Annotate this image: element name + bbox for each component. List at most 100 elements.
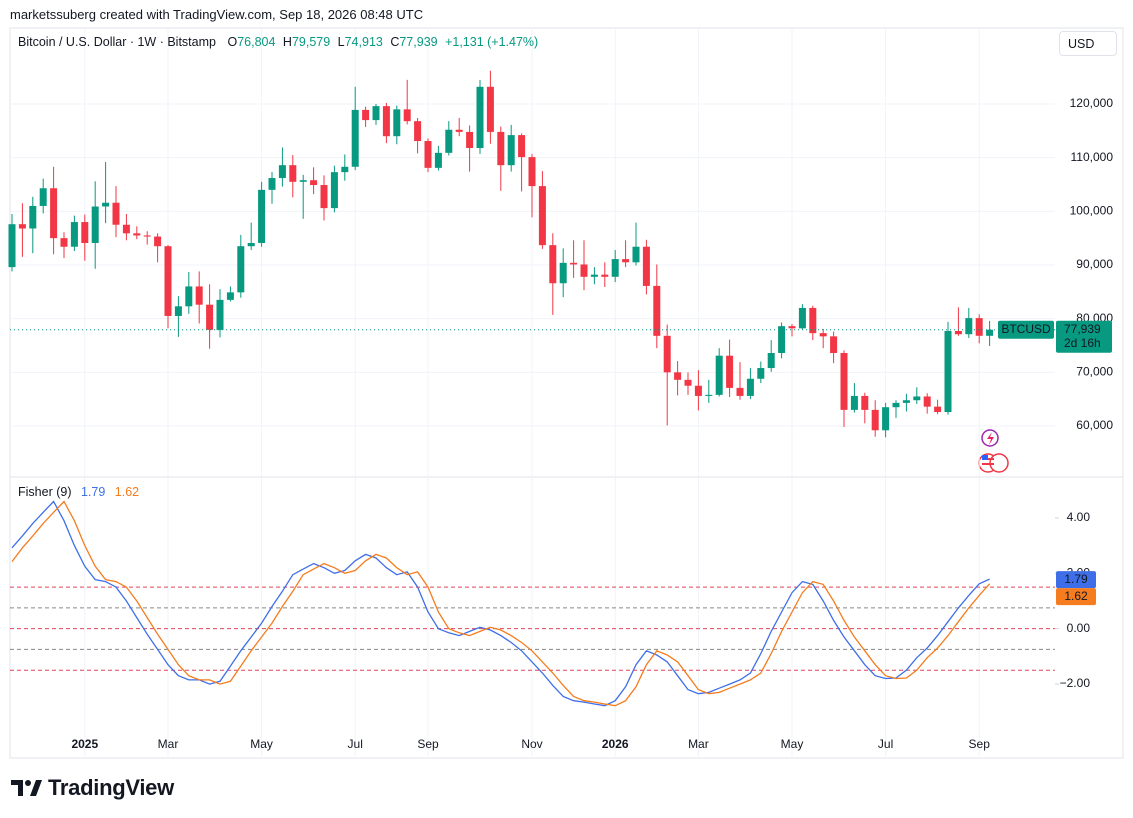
candle-body: [330, 172, 338, 209]
candle-body: [871, 409, 879, 431]
candle-body: [663, 335, 671, 373]
x-tick-label: Jul: [878, 737, 893, 751]
y-tick-label: 4.00: [1067, 510, 1091, 524]
candle-body: [206, 304, 214, 330]
candle-body: [715, 355, 723, 395]
candle-body: [70, 222, 78, 247]
candle-body: [726, 355, 734, 388]
countdown-label: 2d 16h: [1064, 336, 1101, 350]
y-tick-label: 100,000: [1070, 203, 1114, 217]
value-tag: [1056, 571, 1096, 589]
symbol-legend: Bitcoin / U.S. Dollar · 1W · Bitstamp O7…: [18, 35, 542, 49]
candle-body: [892, 402, 900, 408]
candle-body: [611, 259, 619, 277]
candle-body: [18, 224, 26, 229]
attribution: marketssuberg created with TradingView.c…: [10, 7, 424, 22]
candle-body: [341, 166, 349, 173]
candle-body: [632, 246, 640, 263]
candle-body: [819, 333, 827, 337]
candle-body: [185, 286, 193, 307]
candle-body: [102, 202, 110, 207]
x-tick-label: Jul: [348, 737, 363, 751]
candle-body: [809, 307, 817, 334]
candle-body: [736, 387, 744, 396]
candle-body: [154, 236, 162, 247]
candle-body: [528, 157, 536, 187]
candle-body: [746, 378, 754, 396]
logo-shape: [25, 780, 31, 786]
indicator-title: Fisher (9): [18, 485, 72, 499]
candle-body: [216, 299, 224, 330]
candle-body: [580, 264, 588, 277]
candle-body: [570, 262, 578, 265]
candle-body: [278, 165, 286, 179]
candle-body: [289, 165, 297, 182]
candle-body: [414, 121, 422, 142]
symbol-tag: [998, 320, 1054, 339]
y-tick-label: −2.00: [1060, 676, 1091, 690]
candle-body: [60, 238, 68, 247]
candle-body: [767, 352, 775, 369]
candle-body: [944, 330, 952, 413]
symbol-title: Bitcoin / U.S. Dollar · 1W · Bitstamp: [18, 35, 216, 49]
logo-shape: [11, 780, 23, 796]
price-tag: [1056, 320, 1112, 353]
candle-body: [965, 318, 973, 335]
candle-body: [622, 259, 630, 263]
event-icon: [987, 432, 994, 445]
candle-body: [559, 262, 567, 284]
y-tick-label: 90,000: [1076, 257, 1113, 271]
value-tag-label: 1.62: [1064, 589, 1088, 603]
candle-body: [445, 129, 453, 153]
x-tick-label: Nov: [521, 737, 542, 751]
brand: TradingView: [48, 775, 174, 800]
candle-body: [830, 336, 838, 353]
ohlc-key: C: [390, 35, 400, 49]
candle-body: [601, 274, 609, 277]
candle-body: [351, 109, 359, 167]
value-tag-label: 1.79: [1064, 572, 1088, 586]
candle-body: [133, 233, 141, 236]
candle-body: [455, 129, 463, 132]
x-tick-label: Sep: [969, 737, 991, 751]
indicator-value: 1.62: [114, 485, 140, 499]
logo-shape: [30, 780, 42, 796]
candle-body: [497, 131, 505, 166]
candle-body: [424, 141, 432, 168]
candle-body: [164, 246, 172, 316]
x-tick-label: May: [781, 737, 804, 751]
candle-body: [850, 395, 858, 410]
y-tick-label: 60,000: [1076, 418, 1113, 432]
event-icons: [978, 429, 1009, 473]
indicator-value: 1.79: [80, 485, 106, 499]
value-tag: [1056, 588, 1096, 606]
candle-body: [403, 109, 411, 122]
currency-button[interactable]: USD: [1059, 31, 1117, 56]
candle-body: [861, 395, 869, 410]
candle-body: [674, 372, 682, 380]
x-tick-label: Mar: [158, 737, 179, 751]
candle-body: [684, 379, 692, 386]
candle-body: [320, 185, 328, 209]
ohlc-key: L: [337, 35, 345, 49]
candle-body: [975, 318, 983, 336]
candle-body: [50, 188, 58, 239]
y-tick-label: 120,000: [1070, 96, 1114, 110]
candle-body: [143, 235, 151, 237]
candle-body: [372, 106, 380, 121]
indicator-line: [11, 500, 990, 707]
candle-body: [590, 274, 598, 277]
event-icon: [982, 463, 994, 465]
candle-body: [434, 152, 442, 168]
candle-body: [902, 400, 910, 403]
candle-body: [840, 352, 848, 410]
candle-body: [653, 285, 661, 336]
candle-body: [778, 326, 786, 353]
candle-body: [882, 407, 890, 431]
candle-body: [122, 224, 130, 234]
candle-body: [538, 186, 546, 246]
indicator-legend: Fisher (9) 1.79 1.62: [18, 485, 145, 499]
ohlc-key: O: [227, 35, 238, 49]
